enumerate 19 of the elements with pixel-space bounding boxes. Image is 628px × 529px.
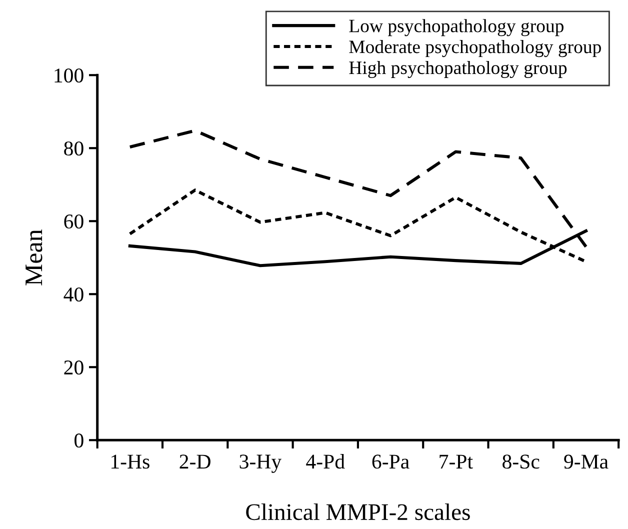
- x-tick-label: 2-D: [180, 454, 210, 469]
- y-tick-label: 0: [74, 434, 84, 448]
- x-tick-label: 1-Hs: [111, 454, 150, 469]
- x-tick-label: 6-Pa: [372, 454, 410, 469]
- legend-label: High psychopathology group: [349, 60, 567, 78]
- x-axis-title: Clinical MMPI-2 scales: [246, 503, 470, 520]
- y-tick-label: 100: [54, 68, 84, 83]
- x-tick-label: 9-Ma: [564, 454, 608, 469]
- x-tick-label: 3-Hy: [240, 454, 282, 473]
- y-tick-label: 80: [64, 141, 84, 156]
- legend-label: Moderate psychopathology group: [349, 40, 601, 58]
- y-tick-label: 40: [64, 288, 84, 302]
- x-tick-label: 8-Sc: [502, 454, 540, 469]
- y-axis-title: Mean: [26, 230, 42, 286]
- x-tick-label: 7-Pt: [440, 454, 473, 469]
- y-tick-label: 60: [64, 214, 84, 229]
- x-tick-label: 4-Pd: [306, 454, 345, 469]
- y-tick-label: 20: [64, 360, 84, 375]
- legend-label: Low psychopathology group: [349, 19, 564, 36]
